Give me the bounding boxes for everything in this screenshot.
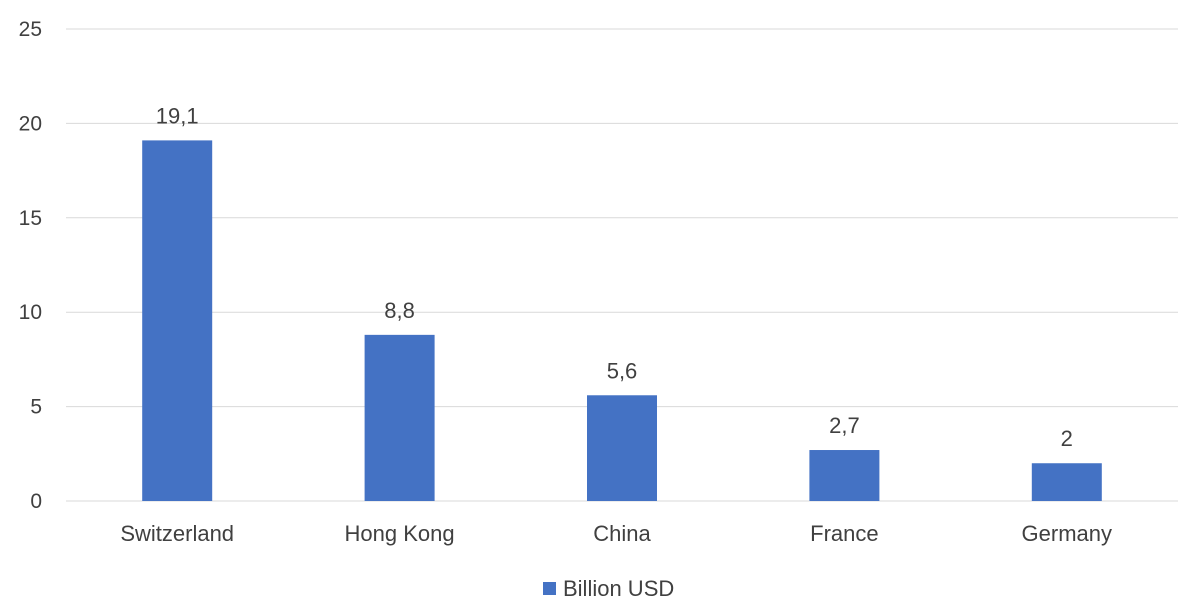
bar	[142, 140, 213, 501]
y-tick-label: 15	[19, 207, 42, 230]
y-tick-label: 20	[19, 112, 42, 135]
gridlines	[66, 28, 1178, 502]
legend: Billion USD	[543, 576, 674, 601]
x-axis-categories: Switzerland Hong Kong China France Germany	[120, 521, 1112, 546]
bar	[587, 395, 657, 501]
data-label: 5,6	[607, 358, 638, 383]
data-label: 2	[1061, 426, 1073, 451]
x-category-label: France	[810, 521, 878, 546]
bars	[142, 140, 1102, 501]
bar	[364, 334, 435, 501]
y-tick-label: 25	[19, 18, 42, 41]
data-label: 19,1	[156, 103, 199, 128]
y-tick-label: 0	[30, 490, 42, 513]
data-labels: 19,1 8,8 5,6 2,7 2	[156, 103, 1073, 451]
legend-swatch	[543, 582, 556, 595]
x-category-label: China	[593, 521, 651, 546]
data-label: 8,8	[384, 298, 415, 323]
bar	[809, 450, 880, 501]
y-tick-label: 5	[30, 396, 42, 419]
bar	[1031, 463, 1102, 501]
y-axis-ticks: 0 5 10 15 20 25	[19, 18, 42, 513]
legend-label: Billion USD	[563, 576, 674, 601]
x-category-label: Switzerland	[120, 521, 234, 546]
data-label: 2,7	[829, 413, 860, 438]
x-category-label: Germany	[1022, 521, 1112, 546]
x-category-label: Hong Kong	[345, 521, 455, 546]
y-tick-label: 10	[19, 301, 42, 324]
